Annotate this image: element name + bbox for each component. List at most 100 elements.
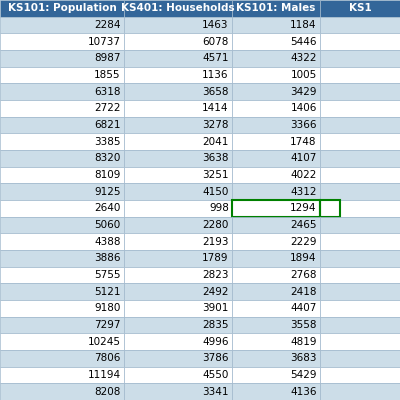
- Bar: [232, 367, 320, 383]
- Bar: [0, 0, 124, 17]
- Text: 3886: 3886: [94, 253, 121, 263]
- Bar: [320, 33, 400, 50]
- Text: 3429: 3429: [290, 87, 317, 97]
- Bar: [124, 350, 232, 367]
- Text: 4407: 4407: [290, 303, 317, 313]
- Text: 1748: 1748: [290, 137, 317, 147]
- Bar: [320, 217, 400, 233]
- Bar: [0, 117, 124, 133]
- Bar: [124, 217, 232, 233]
- Text: 4322: 4322: [290, 53, 317, 63]
- Text: 4819: 4819: [290, 337, 317, 347]
- Text: 1855: 1855: [94, 70, 121, 80]
- Bar: [0, 383, 124, 400]
- Bar: [232, 83, 320, 100]
- Text: 2041: 2041: [202, 137, 229, 147]
- Bar: [0, 17, 124, 33]
- Bar: [0, 200, 124, 217]
- Bar: [320, 267, 400, 283]
- Bar: [0, 67, 124, 83]
- Bar: [124, 267, 232, 283]
- Text: 3638: 3638: [202, 153, 229, 163]
- Bar: [124, 233, 232, 250]
- Bar: [320, 383, 400, 400]
- Text: KS401: Households: KS401: Households: [121, 3, 235, 13]
- Text: 3341: 3341: [202, 387, 229, 397]
- Text: 3558: 3558: [290, 320, 317, 330]
- Bar: [232, 283, 320, 300]
- Bar: [232, 200, 320, 217]
- Bar: [232, 383, 320, 400]
- Text: 1294: 1294: [290, 203, 317, 213]
- Bar: [124, 83, 232, 100]
- Bar: [0, 183, 124, 200]
- Bar: [232, 100, 320, 117]
- Bar: [0, 167, 124, 183]
- Text: 2229: 2229: [290, 237, 317, 247]
- Text: 1894: 1894: [290, 253, 317, 263]
- Bar: [320, 200, 400, 217]
- Bar: [232, 50, 320, 67]
- Bar: [124, 67, 232, 83]
- Bar: [0, 150, 124, 167]
- Text: 4107: 4107: [290, 153, 317, 163]
- Bar: [320, 0, 400, 17]
- Bar: [124, 33, 232, 50]
- Bar: [0, 217, 124, 233]
- Bar: [0, 283, 124, 300]
- Text: 9125: 9125: [94, 187, 121, 197]
- Text: 8320: 8320: [94, 153, 121, 163]
- Text: 6078: 6078: [202, 37, 229, 47]
- Bar: [0, 250, 124, 267]
- Bar: [232, 167, 320, 183]
- Text: 1789: 1789: [202, 253, 229, 263]
- Bar: [320, 183, 400, 200]
- Bar: [320, 283, 400, 300]
- Bar: [124, 0, 232, 17]
- Text: 1406: 1406: [290, 103, 317, 113]
- Bar: [320, 83, 400, 100]
- Bar: [320, 117, 400, 133]
- Bar: [320, 317, 400, 333]
- Text: 3385: 3385: [94, 137, 121, 147]
- Text: 5121: 5121: [94, 287, 121, 297]
- Bar: [124, 133, 232, 150]
- Bar: [232, 267, 320, 283]
- Bar: [232, 200, 320, 217]
- Text: 4571: 4571: [202, 53, 229, 63]
- Bar: [232, 317, 320, 333]
- Bar: [320, 150, 400, 167]
- Bar: [0, 350, 124, 367]
- Bar: [232, 300, 320, 317]
- Bar: [0, 100, 124, 117]
- Bar: [124, 150, 232, 167]
- Bar: [320, 233, 400, 250]
- Text: 6318: 6318: [94, 87, 121, 97]
- Bar: [320, 50, 400, 67]
- Text: 2193: 2193: [202, 237, 229, 247]
- Bar: [124, 50, 232, 67]
- Text: 2284: 2284: [94, 20, 121, 30]
- Text: 2640: 2640: [94, 203, 121, 213]
- Bar: [232, 233, 320, 250]
- Text: 5755: 5755: [94, 270, 121, 280]
- Text: 2768: 2768: [290, 270, 317, 280]
- Bar: [232, 350, 320, 367]
- Text: 2722: 2722: [94, 103, 121, 113]
- Text: 4022: 4022: [290, 170, 317, 180]
- Text: 4996: 4996: [202, 337, 229, 347]
- Text: 8208: 8208: [94, 387, 121, 397]
- Text: 11194: 11194: [88, 370, 121, 380]
- Bar: [0, 50, 124, 67]
- Bar: [0, 83, 124, 100]
- Bar: [320, 350, 400, 367]
- Bar: [320, 67, 400, 83]
- Bar: [124, 200, 232, 217]
- Bar: [320, 100, 400, 117]
- Text: 1005: 1005: [290, 70, 317, 80]
- Text: 10245: 10245: [88, 337, 121, 347]
- Text: 3366: 3366: [290, 120, 317, 130]
- Text: 1136: 1136: [202, 70, 229, 80]
- Bar: [124, 250, 232, 267]
- Text: 1414: 1414: [202, 103, 229, 113]
